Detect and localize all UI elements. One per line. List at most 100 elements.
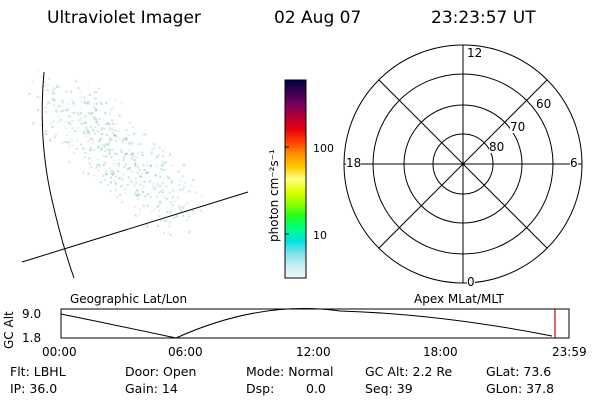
aurora-pixel — [158, 209, 161, 212]
aurora-pixel — [96, 158, 99, 161]
aurora-pixel — [68, 141, 71, 144]
aurora-pixel — [125, 129, 128, 132]
aurora-pixel — [43, 82, 46, 85]
aurora-pixel — [105, 102, 108, 105]
aurora-pixel — [130, 181, 133, 184]
aurora-pixel — [104, 178, 106, 181]
aurora-pixel — [80, 122, 83, 125]
aurora-pixel — [153, 143, 156, 146]
aurora-pixel — [56, 85, 58, 88]
aurora-pixel — [139, 175, 142, 178]
aurora-pixel — [182, 206, 185, 209]
aurora-pixel — [134, 191, 137, 194]
aurora-pixel — [95, 91, 98, 94]
aurora-pixel — [107, 183, 110, 186]
aurora-pixel — [80, 143, 83, 146]
aurora-pixel — [54, 87, 56, 90]
aurora-pixel — [143, 169, 146, 171]
aurora-pixel — [86, 101, 89, 104]
aurora-pixel — [136, 170, 138, 173]
aurora-pixel — [105, 161, 108, 164]
aurora-pixel — [122, 156, 125, 159]
aurora-pixel — [109, 181, 112, 184]
aurora-pixel — [99, 181, 102, 184]
aurora-pixel — [117, 165, 120, 168]
aurora-pixel — [108, 148, 111, 151]
aurora-pixel — [68, 145, 71, 148]
aurora-pixel — [99, 101, 102, 104]
glon-info: GLon: 37.8 — [486, 381, 555, 396]
aurora-pixel — [93, 149, 95, 152]
aurora-pixel — [101, 133, 103, 135]
aurora-pixel — [100, 147, 103, 150]
aurora-pixel — [158, 204, 160, 207]
aurora-pixel — [80, 100, 83, 102]
aurora-pixel — [136, 191, 139, 194]
aurora-pixel — [129, 141, 132, 144]
geographic-panel-title: Geographic Lat/Lon — [70, 292, 188, 306]
aurora-pixel — [138, 174, 141, 177]
aurora-pixel — [100, 103, 103, 106]
aurora-pixel — [138, 168, 140, 171]
aurora-pixel — [108, 170, 111, 173]
aurora-pixel — [115, 153, 118, 155]
aurora-pixel — [192, 210, 195, 212]
aurora-pixel — [69, 115, 72, 118]
time-label: 23:23:57 UT — [431, 8, 536, 28]
aurora-pixel — [150, 152, 153, 155]
aurora-pixel — [104, 143, 106, 146]
aurora-pixel — [67, 114, 70, 117]
aurora-pixel — [136, 166, 139, 168]
aurora-pixel — [43, 85, 46, 87]
aurora-pixel — [110, 172, 113, 175]
aurora-pixel — [66, 134, 69, 136]
aurora-pixel — [133, 159, 136, 161]
aurora-pixel — [130, 143, 133, 146]
aurora-pixel — [105, 172, 108, 175]
time-tick-0000: 00:00 — [42, 345, 77, 359]
aurora-pixel — [108, 152, 111, 155]
aurora-pixel — [110, 157, 113, 160]
aurora-pixel — [158, 146, 161, 149]
aurora-pixel — [84, 135, 87, 138]
aurora-pixel — [183, 186, 186, 189]
aurora-pixel — [106, 148, 109, 151]
aurora-pixel — [46, 107, 49, 110]
aurora-pixel — [186, 202, 189, 205]
aurora-pixel — [131, 157, 134, 160]
aurora-pixel — [72, 101, 74, 104]
aurora-pixel — [71, 120, 74, 123]
aurora-pixel — [113, 134, 116, 137]
polar-label-top: 12 — [467, 46, 483, 60]
aurora-pixel — [44, 106, 46, 109]
aurora-pixel — [123, 138, 126, 140]
aurora-pixel — [114, 129, 117, 132]
aurora-pixel — [115, 175, 118, 178]
aurora-pixel — [91, 128, 94, 131]
altitude-tick-high: 9.0 — [22, 307, 42, 321]
aurora-pixel — [157, 225, 160, 228]
aurora-pixel — [96, 166, 99, 168]
aurora-pixel — [113, 180, 116, 183]
aurora-pixel — [41, 75, 44, 78]
aurora-pixel — [136, 172, 139, 175]
time-tick-2359: 23:59 — [552, 345, 587, 359]
aurora-pixel — [114, 183, 117, 186]
aurora-pixel — [77, 113, 80, 116]
aurora-pixel — [103, 145, 106, 148]
aurora-pixel — [166, 198, 169, 200]
aurora-pixel — [152, 186, 155, 189]
aurora-pixel — [108, 137, 111, 140]
aurora-pixel — [125, 137, 128, 140]
aurora-pixel — [139, 194, 142, 197]
aurora-pixel — [150, 164, 153, 167]
aurora-pixel — [135, 189, 138, 192]
aurora-pixel — [83, 132, 86, 135]
aurora-pixel — [105, 170, 107, 173]
aurora-pixel — [149, 180, 151, 183]
aurora-pixel — [106, 120, 109, 123]
polar-ring-label-60: 60 — [536, 97, 552, 111]
aurora-pixel — [106, 143, 109, 146]
aurora-pixel — [162, 155, 164, 158]
aurora-pixel — [130, 170, 133, 173]
